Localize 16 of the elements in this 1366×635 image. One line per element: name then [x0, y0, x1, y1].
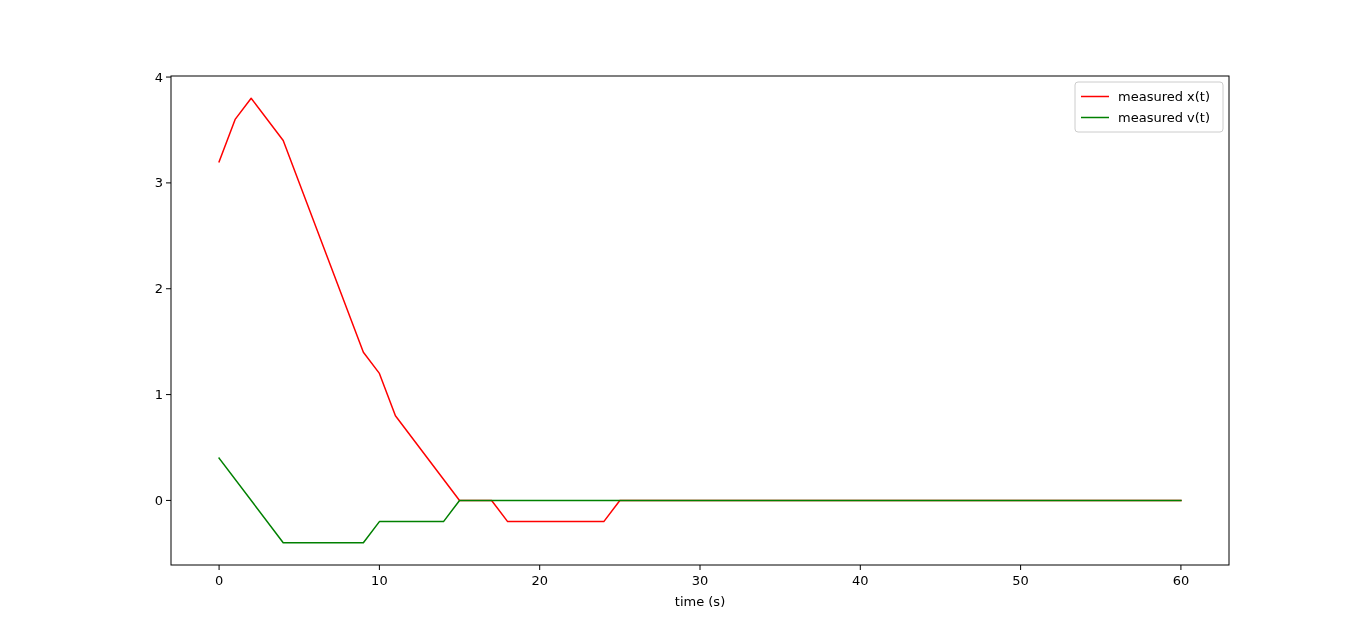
y-tick-label: 1: [154, 387, 163, 403]
y-tick-label: 2: [154, 281, 163, 297]
x-tick-label: 30: [691, 573, 709, 588]
y-tick-label: 0: [154, 492, 163, 508]
x-tick-label: 0: [214, 573, 224, 588]
x-axis-title: time (s): [674, 594, 726, 609]
y-tick-label: 4: [154, 69, 163, 85]
x-tick-label: 40: [852, 573, 869, 588]
x-tick-label: 10: [371, 573, 388, 588]
y-tick-label: 3: [154, 175, 163, 191]
x-tick-label: 50: [1012, 573, 1029, 588]
x-tick-label: 60: [1172, 573, 1190, 588]
legend-label: measured v(t): [1118, 110, 1211, 126]
line-series: [218, 457, 1182, 544]
legend-label: measured x(t): [1118, 89, 1211, 105]
x-tick-label: 20: [531, 573, 548, 588]
